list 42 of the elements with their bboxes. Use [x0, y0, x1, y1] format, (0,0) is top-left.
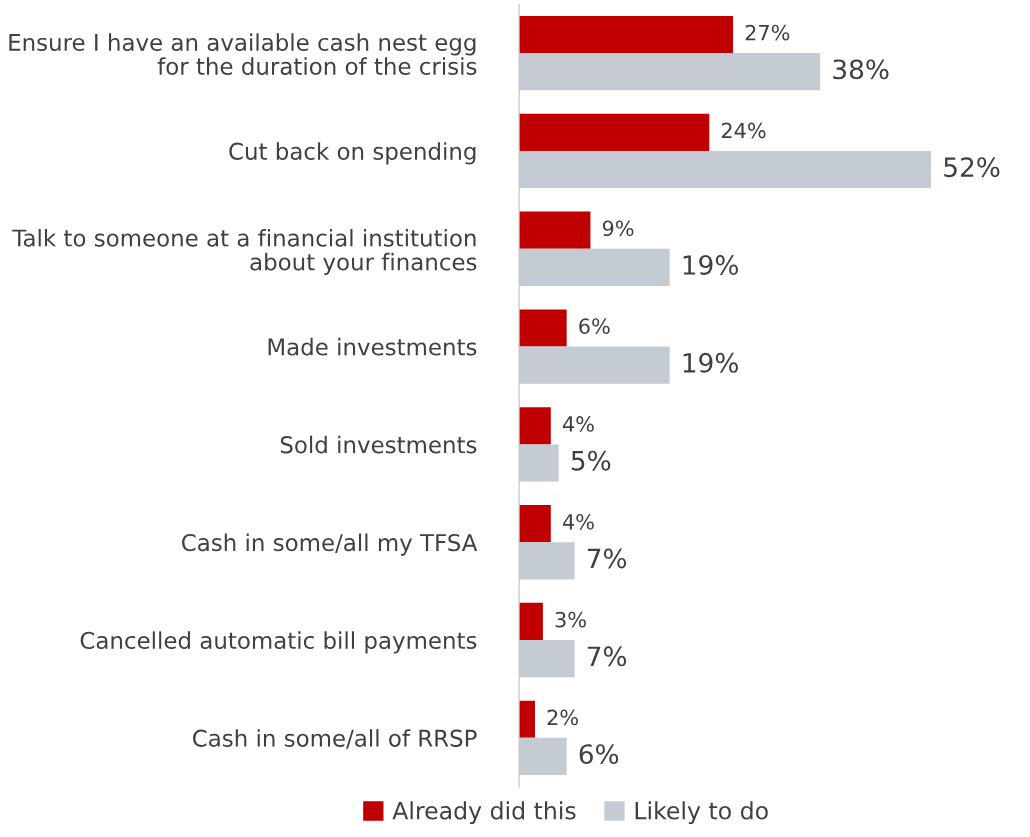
y-tick-label: Cancelled automatic bill payments: [80, 631, 477, 654]
data-label: 27%: [745, 24, 790, 41]
legend-label: Likely to do: [635, 801, 768, 825]
data-label: 4%: [562, 416, 594, 432]
bar: [519, 53, 821, 91]
bar: [519, 407, 551, 445]
bar: [519, 113, 710, 151]
data-label: 7%: [587, 548, 627, 569]
bar: [519, 211, 591, 249]
bar: [519, 505, 551, 543]
bar: [519, 309, 567, 347]
data-label: 19%: [683, 255, 738, 275]
data-label: 4%: [562, 513, 594, 530]
data-label: 7%: [587, 646, 627, 667]
data-label: 38%: [833, 59, 889, 80]
data-label: 6%: [579, 318, 610, 335]
y-tick-label: Made investments: [268, 337, 477, 356]
data-label: 52%: [944, 157, 1000, 178]
y-tick-label: Talk to someone at a financial institution about your finances: [12, 228, 477, 276]
bar: [519, 150, 932, 189]
bar: [519, 602, 543, 641]
bar: [519, 542, 575, 580]
y-tick-label: Cash in some/all of RRSP: [193, 729, 477, 749]
data-label: 19%: [683, 352, 738, 373]
data-label: 2%: [547, 709, 578, 726]
bar: [519, 15, 734, 54]
y-tick-label: Cash in some/all my TFSA: [182, 533, 478, 556]
data-label: 24%: [721, 122, 766, 139]
bar: [519, 346, 670, 384]
bar: [519, 444, 559, 482]
bar: [519, 248, 670, 286]
data-label: 5%: [571, 450, 611, 471]
data-label: 3%: [555, 611, 586, 628]
y-tick-label: Ensure I have an available cash nest egg for the duration of the crisis: [9, 33, 477, 75]
data-label: 6%: [579, 744, 619, 765]
legend-label: Already did this: [392, 801, 576, 825]
bar: [519, 737, 567, 776]
bar: [519, 700, 535, 738]
bar: [519, 640, 575, 678]
data-label: 9%: [602, 220, 634, 237]
y-tick-label: Cut back on spending: [229, 142, 476, 165]
y-tick-label: Sold investments: [280, 435, 477, 454]
